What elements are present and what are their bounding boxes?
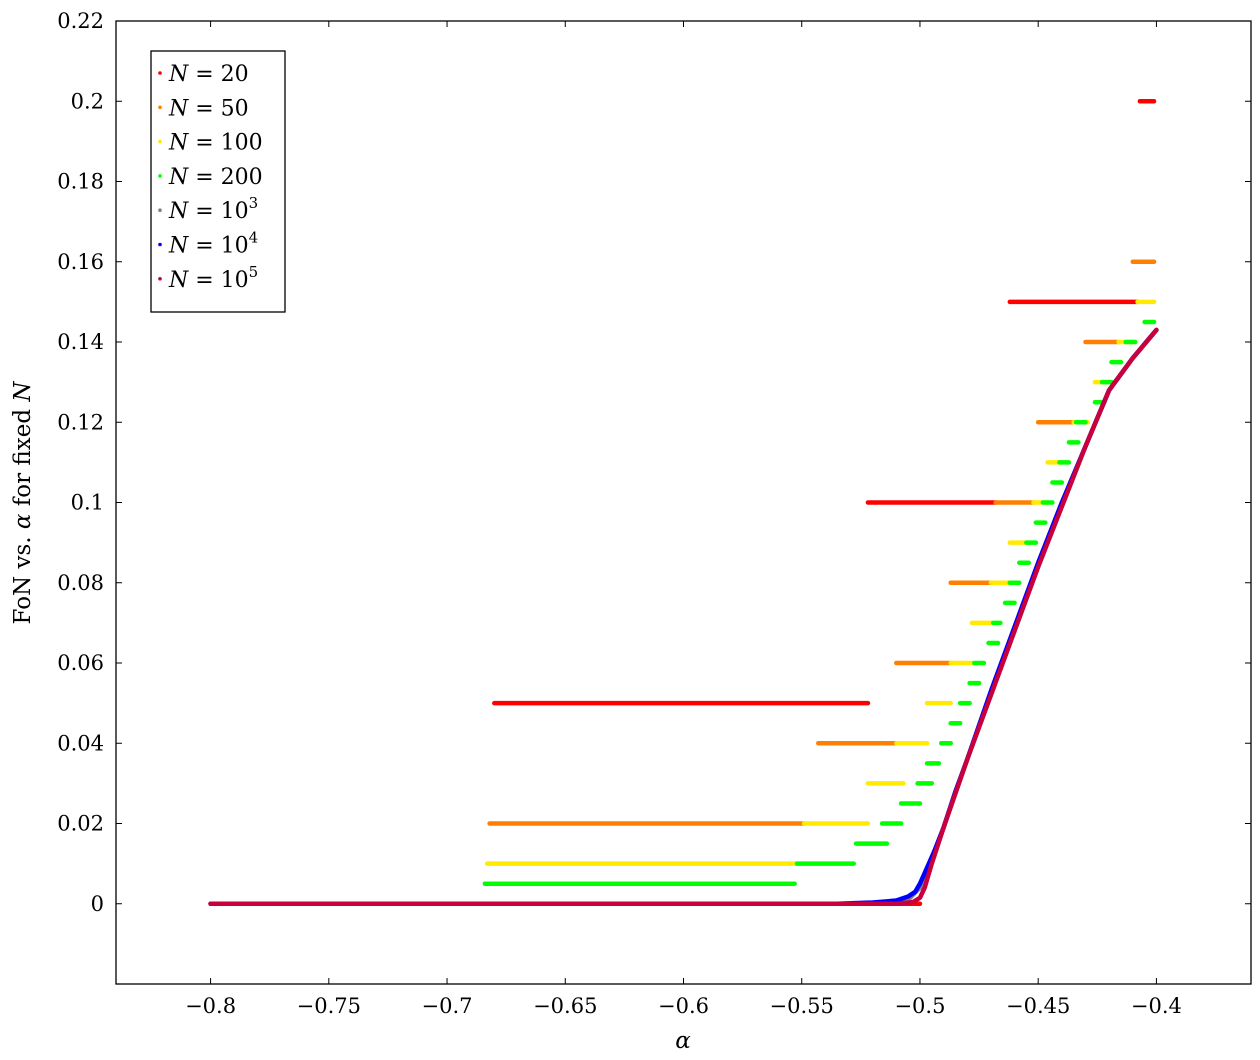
- plot-frame: [115, 20, 1252, 985]
- series-7: [208, 327, 1159, 906]
- x-tick-label: −0.5: [894, 994, 945, 1018]
- x-tick-label: −0.4: [1131, 994, 1182, 1018]
- legend-marker: [158, 174, 162, 178]
- legend-box: [150, 50, 286, 313]
- x-tick-label: −0.55: [770, 994, 834, 1018]
- y-tick-label: 0.18: [57, 170, 104, 194]
- legend-label: N = 104: [168, 229, 258, 259]
- data-curve: [208, 327, 1159, 906]
- y-tick-label: 0.16: [57, 250, 104, 274]
- data-curve: [208, 327, 1159, 906]
- y-tick-label: 0.14: [57, 330, 104, 354]
- series-4: [482, 319, 1157, 886]
- y-tick-label: 0.08: [57, 571, 104, 595]
- x-axis-label: α: [675, 1028, 691, 1054]
- y-tick-label: 0.02: [57, 812, 104, 836]
- series-6: [208, 327, 1159, 906]
- legend-label: N = 200: [168, 165, 263, 190]
- legend-label: N = 103: [168, 194, 258, 224]
- y-tick-label: 0.06: [57, 651, 104, 675]
- legend-marker: [158, 105, 162, 110]
- y-axis-label-part-1: FoN vs.: [10, 529, 36, 624]
- y-axis-label-part-3: for fixed: [10, 402, 36, 514]
- x-tick-label: −0.7: [422, 994, 473, 1018]
- legend-marker: [158, 139, 162, 144]
- y-tick-label: 0.1: [71, 491, 104, 515]
- y-tick-label: 0.2: [71, 89, 104, 113]
- series-5: [208, 327, 1159, 906]
- legend-marker: [158, 208, 162, 212]
- legend: N = 20 N = 50 N = 100 N = 200 N = 103 N = 104…: [150, 50, 286, 313]
- legend-label: N = 105: [168, 263, 258, 293]
- y-axis-label: FoN vs. α for fixed N: [10, 381, 36, 625]
- y-tick-label: 0.12: [57, 410, 104, 434]
- axis-ticks: −0.8 −0.75 −0.7 −0.65 −0.6 −0.55 −0.5 −0.45 −0.4…: [57, 9, 1251, 1018]
- legend-marker: [158, 242, 162, 247]
- legend-label: N = 20: [168, 62, 249, 87]
- data-curve: [208, 327, 1159, 906]
- series-2: [487, 259, 1157, 826]
- legend-marker: [158, 277, 162, 281]
- x-tick-label: −0.8: [185, 994, 236, 1018]
- x-tick-label: −0.45: [1006, 994, 1070, 1018]
- legend-marker: [158, 71, 162, 75]
- legend-label: N = 100: [168, 131, 263, 156]
- y-tick-label: 0.04: [57, 731, 104, 755]
- legend-label: N = 50: [168, 96, 249, 121]
- y-tick-label: 0: [91, 892, 104, 916]
- x-tick-label: −0.65: [533, 994, 597, 1018]
- y-tick-label: 0.22: [57, 9, 104, 33]
- series-3: [484, 299, 1157, 866]
- x-tick-label: −0.6: [658, 994, 709, 1018]
- y-axis-label-part-4: N: [10, 381, 36, 403]
- x-tick-label: −0.75: [297, 994, 361, 1018]
- series-layer: [208, 99, 1159, 906]
- y-axis-label-part-2: α: [10, 513, 36, 529]
